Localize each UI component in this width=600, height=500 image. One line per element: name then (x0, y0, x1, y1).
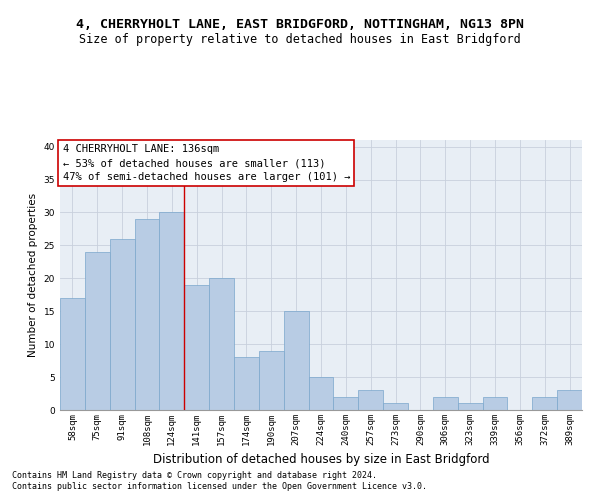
Bar (532, 397, 557, 410)
Text: 4 CHERRYHOLT LANE: 136sqm
← 53% of detached houses are smaller (113)
47% of semi: 4 CHERRYHOLT LANE: 136sqm ← 53% of detac… (62, 144, 350, 182)
Y-axis label: Number of detached properties: Number of detached properties (28, 193, 38, 357)
Bar (134, 219, 160, 410)
X-axis label: Distribution of detached houses by size in East Bridgford: Distribution of detached houses by size … (152, 454, 490, 466)
Bar (110, 239, 134, 410)
Bar (383, 404, 408, 410)
Bar (482, 397, 508, 410)
Bar (184, 285, 209, 410)
Bar (284, 311, 308, 410)
Bar (433, 397, 458, 410)
Bar (557, 390, 582, 410)
Bar (458, 404, 482, 410)
Bar (358, 390, 383, 410)
Bar (209, 278, 234, 410)
Bar (308, 377, 334, 410)
Bar (234, 358, 259, 410)
Text: Size of property relative to detached houses in East Bridgford: Size of property relative to detached ho… (79, 32, 521, 46)
Bar (334, 397, 358, 410)
Bar (85, 252, 110, 410)
Text: Contains HM Land Registry data © Crown copyright and database right 2024.: Contains HM Land Registry data © Crown c… (12, 471, 377, 480)
Text: 4, CHERRYHOLT LANE, EAST BRIDGFORD, NOTTINGHAM, NG13 8PN: 4, CHERRYHOLT LANE, EAST BRIDGFORD, NOTT… (76, 18, 524, 30)
Text: Contains public sector information licensed under the Open Government Licence v3: Contains public sector information licen… (12, 482, 427, 491)
Bar (160, 212, 184, 410)
Bar (60, 298, 85, 410)
Bar (259, 350, 284, 410)
